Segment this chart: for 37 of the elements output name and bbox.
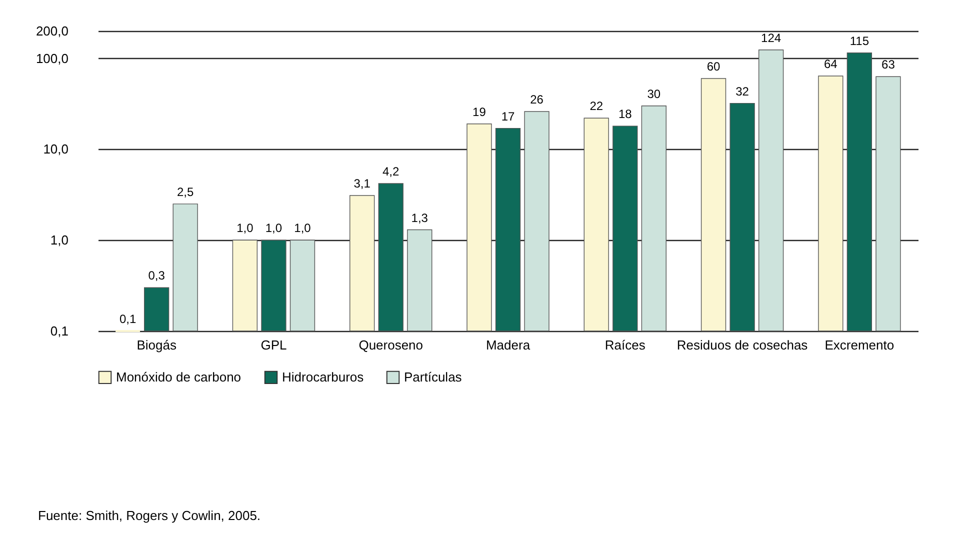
data-label: 124	[761, 30, 782, 45]
y-tick-label: 100,0	[36, 50, 68, 66]
data-label: 60	[706, 60, 721, 74]
data-label: 3,1	[354, 176, 371, 190]
y-tick-label: 1,0	[50, 232, 68, 248]
data-label: 1,0	[294, 221, 312, 236]
data-label: 63	[882, 58, 896, 72]
data-label: 1,3	[411, 210, 428, 225]
data-label: 26	[530, 92, 544, 107]
y-tick-label: 0,1	[50, 324, 68, 338]
legend-label: Monóxido de carbono	[116, 369, 242, 384]
data-label: 1,0	[265, 221, 282, 236]
x-tick-label: Residuos de cosechas	[676, 338, 808, 352]
x-tick-label: Biogás	[136, 338, 177, 352]
data-label: 115	[850, 34, 870, 48]
legend-label: Hidrocarburos	[282, 369, 364, 384]
x-tick-label: GPL	[260, 338, 287, 352]
data-label: 32	[736, 84, 750, 98]
x-tick-label: Raíces	[604, 338, 646, 352]
data-label: 64	[824, 56, 838, 71]
data-label: 22	[590, 99, 604, 114]
x-tick-label: Madera	[486, 338, 531, 352]
data-label: 19	[472, 104, 486, 119]
data-label: 4,2	[382, 164, 400, 178]
data-label: 18	[618, 107, 632, 122]
data-label: 17	[501, 109, 515, 124]
data-label: 1,0	[236, 221, 254, 236]
legend-label: Partículas	[404, 369, 462, 384]
x-tick-label: Excremento	[824, 338, 894, 352]
y-tick-label: 10,0	[43, 142, 68, 157]
data-label: 0,1	[119, 312, 136, 326]
data-label: 0,3	[148, 268, 166, 283]
y-tick-label: 200,0	[36, 24, 68, 38]
data-label: 30	[647, 86, 661, 101]
data-label: 2,5	[177, 184, 194, 199]
x-tick-label: Queroseno	[358, 338, 424, 352]
source-note: Fuente: Smith, Rogers y Cowlin, 2005.	[38, 508, 261, 523]
